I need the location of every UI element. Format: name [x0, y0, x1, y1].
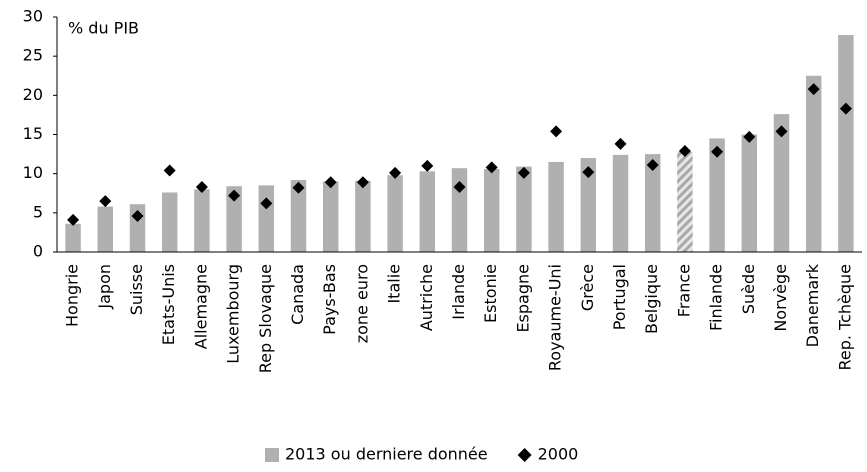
bar [451, 168, 468, 252]
diamond-marker [550, 125, 563, 138]
bar [258, 185, 275, 252]
y-tick-label: 30 [23, 7, 43, 26]
y-tick-label: 25 [23, 46, 43, 65]
diamond-marker [324, 176, 337, 189]
diamond-marker [356, 176, 369, 189]
y-tick-label: 20 [23, 85, 43, 104]
x-tick-label: Grèce [578, 264, 597, 311]
x-tick-label: Autriche [417, 264, 436, 331]
x-tick-label: Irlande [449, 264, 468, 320]
x-tick-label: Pays-Bas [320, 264, 339, 335]
diamond-marker [421, 159, 434, 172]
x-tick-label: Suède [739, 264, 758, 314]
x-tick-label: Rep. Tchèque [835, 264, 854, 371]
x-tick-label: Hongrie [63, 264, 82, 327]
x-tick-label: Estonie [481, 264, 500, 323]
x-tick-label: Japon [95, 264, 114, 310]
x-tick-label: Danemark [803, 263, 822, 347]
legend-label: 2013 ou derniere donnée [285, 445, 488, 464]
diamond-marker [614, 137, 627, 150]
diamond-marker [775, 125, 788, 138]
bar [773, 114, 790, 252]
bar [387, 175, 403, 252]
legend-swatch [517, 448, 532, 462]
x-tick-label: Suisse [127, 264, 146, 315]
diamond-marker [839, 102, 852, 115]
legend-label: 2000 [538, 445, 579, 464]
y-tick-label: 0 [33, 242, 43, 261]
x-tick-label: Norvège [771, 264, 790, 332]
bar [483, 168, 500, 252]
bar [194, 189, 210, 252]
bar [419, 171, 436, 252]
bar [709, 138, 725, 252]
x-tick-label: Royaume-Uni [546, 264, 565, 371]
diamond-marker [163, 164, 176, 177]
bar [322, 181, 339, 252]
bar [612, 154, 629, 252]
diamond-marker [646, 159, 659, 172]
x-tick-label: Etats-Unis [159, 264, 178, 345]
bar [644, 154, 661, 252]
diamond-marker [260, 197, 273, 210]
diamond-marker [453, 180, 466, 193]
diamond-marker [292, 181, 305, 194]
diamond-marker [389, 166, 402, 179]
bar [226, 186, 242, 252]
bar [290, 179, 307, 252]
diamond-marker [131, 209, 144, 222]
x-tick-label: Finlande [707, 264, 726, 331]
x-tick-label: France [674, 264, 693, 317]
bar [355, 180, 371, 252]
y-tick-label: 5 [33, 202, 43, 221]
x-tick-label: zone euro [352, 264, 371, 343]
bar [548, 161, 564, 252]
bar [838, 35, 854, 253]
diamond-marker [99, 195, 112, 208]
diamond-marker [711, 145, 724, 158]
diamond-marker [582, 166, 595, 179]
bar [741, 134, 758, 252]
diamond-marker [678, 144, 691, 157]
x-tick-label: Portugal [610, 264, 629, 330]
bar [161, 192, 178, 252]
x-tick-label: Italie [385, 264, 404, 304]
x-tick-label: Belgique [642, 264, 661, 334]
bar [805, 75, 822, 252]
x-tick-label: Luxembourg [224, 264, 243, 364]
diamond-marker [743, 130, 756, 143]
x-tick-label: Allemagne [191, 264, 210, 349]
bar [97, 206, 114, 252]
y-tick-label: 10 [23, 163, 43, 182]
diamond-marker [228, 189, 241, 202]
bar [65, 223, 81, 252]
diamond-marker [485, 161, 498, 174]
bar [516, 166, 532, 252]
diamond-marker [807, 83, 820, 96]
diamond-marker [67, 213, 80, 226]
bar [677, 151, 693, 252]
bar [580, 158, 597, 252]
x-tick-label: Espagne [513, 264, 532, 333]
x-tick-label: Rep Slovaque [256, 264, 275, 373]
x-tick-label: Canada [288, 264, 307, 325]
y-axis-label: % du PIB [68, 19, 139, 38]
y-tick-label: 15 [23, 124, 43, 143]
diamond-marker [195, 180, 208, 193]
legend-swatch [265, 448, 279, 462]
diamond-marker [517, 166, 530, 179]
